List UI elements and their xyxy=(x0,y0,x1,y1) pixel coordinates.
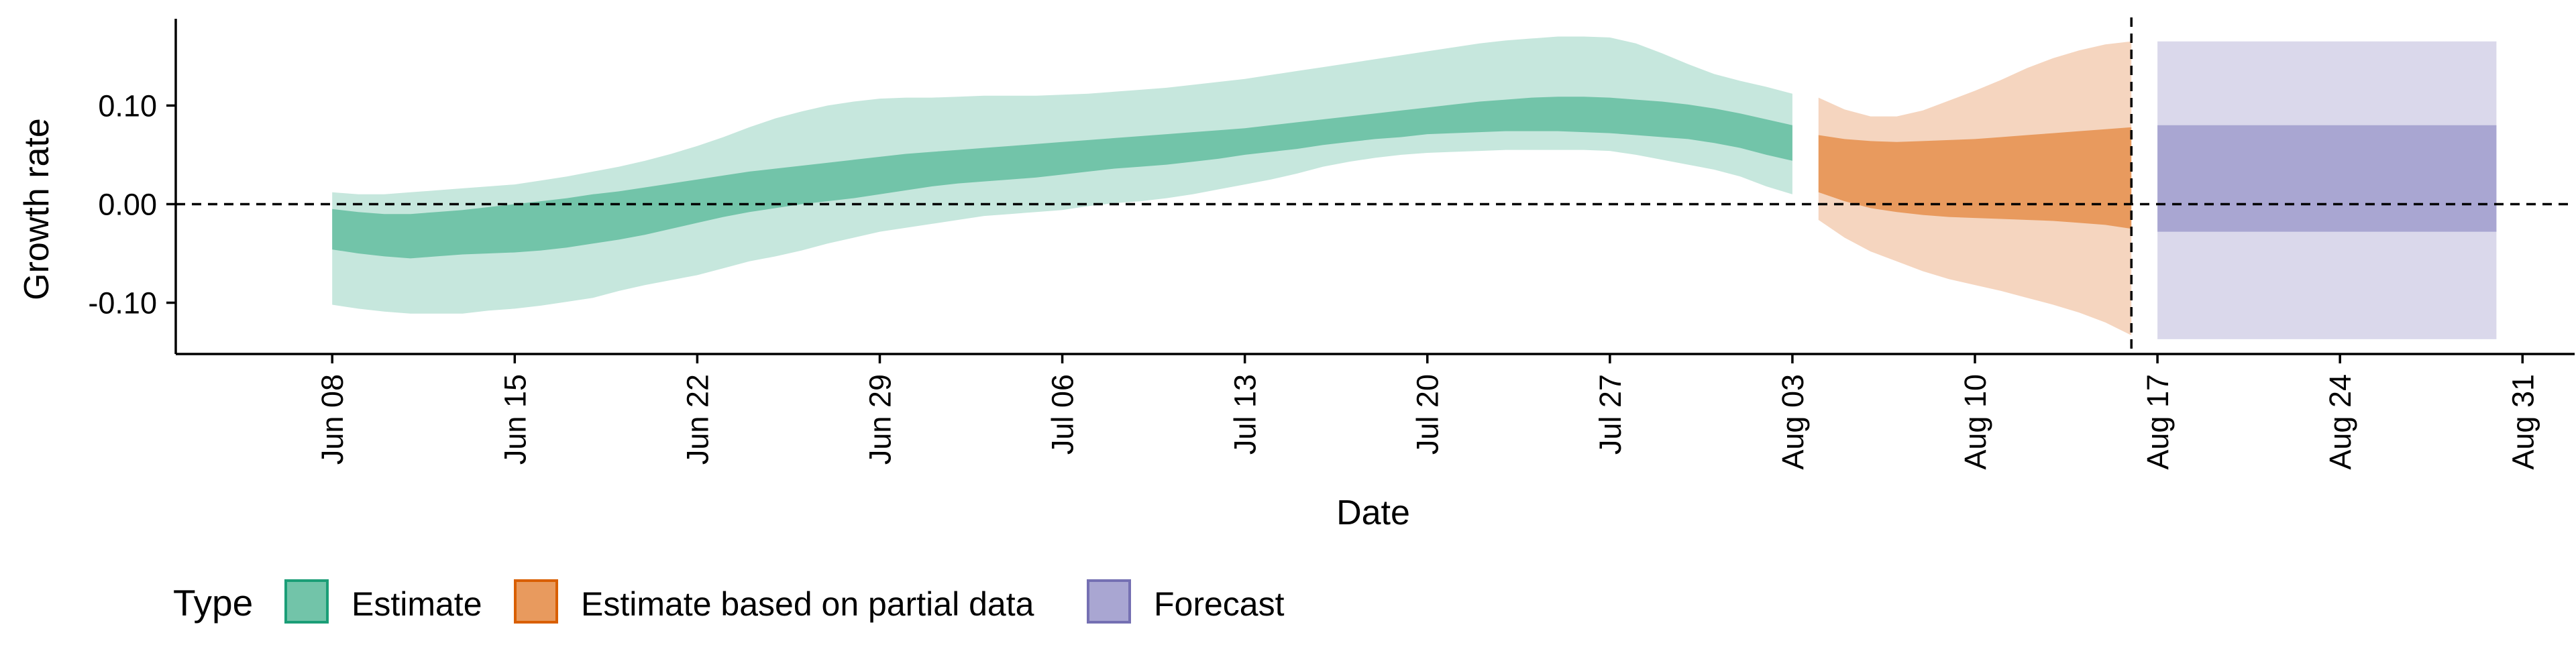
estimate-based-on-partial-data-inner-band xyxy=(1818,127,2132,229)
y-tick-label: 0.10 xyxy=(98,89,157,123)
legend-key-swatch xyxy=(1087,579,1131,624)
x-tick-label: Jul 27 xyxy=(1593,374,1627,455)
estimate-inner-band xyxy=(332,97,1792,259)
reference-lines xyxy=(176,17,2575,354)
x-tick-label: Jul 06 xyxy=(1046,374,1080,455)
y-tick-label: -0.10 xyxy=(88,286,157,320)
x-tick-label: Aug 03 xyxy=(1776,374,1810,470)
y-tick-label: 0.00 xyxy=(98,187,157,221)
x-tick-label: Jun 22 xyxy=(680,374,714,465)
legend-title: Type xyxy=(173,582,253,624)
estimate-outer-band xyxy=(332,36,1792,314)
x-tick-label: Aug 17 xyxy=(2141,374,2175,470)
legend-key-swatch xyxy=(284,579,329,624)
legend-key-label: Estimate based on partial data xyxy=(581,585,1034,623)
legend-key-label: Forecast xyxy=(1154,585,1285,623)
x-axis-title: Date xyxy=(1336,493,1410,532)
x-tick-label: Jun 15 xyxy=(498,374,532,465)
legend-key-swatch xyxy=(514,579,558,624)
legend-key-label: Estimate xyxy=(352,585,482,623)
legend: Type Estimate Estimate based on partial d… xyxy=(173,579,1285,624)
x-tick-label: Jul 20 xyxy=(1411,374,1445,455)
x-tick-label: Jul 13 xyxy=(1228,374,1263,455)
axes: 0.10 0.00 -0.10 Jun 08 Jun 15 Jun 22 Jun 29 Jul… xyxy=(88,19,2575,470)
y-axis-title: Growth rate xyxy=(17,118,56,300)
forecast-inner-band xyxy=(2157,125,2497,232)
x-tick-label: Aug 10 xyxy=(1958,374,1992,470)
bands-layer xyxy=(332,36,2497,339)
x-tick-label: Jun 08 xyxy=(315,374,350,465)
x-tick-label: Aug 31 xyxy=(2506,374,2540,470)
x-tick-label: Aug 24 xyxy=(2323,374,2357,470)
x-tick-label: Jun 29 xyxy=(863,374,897,465)
